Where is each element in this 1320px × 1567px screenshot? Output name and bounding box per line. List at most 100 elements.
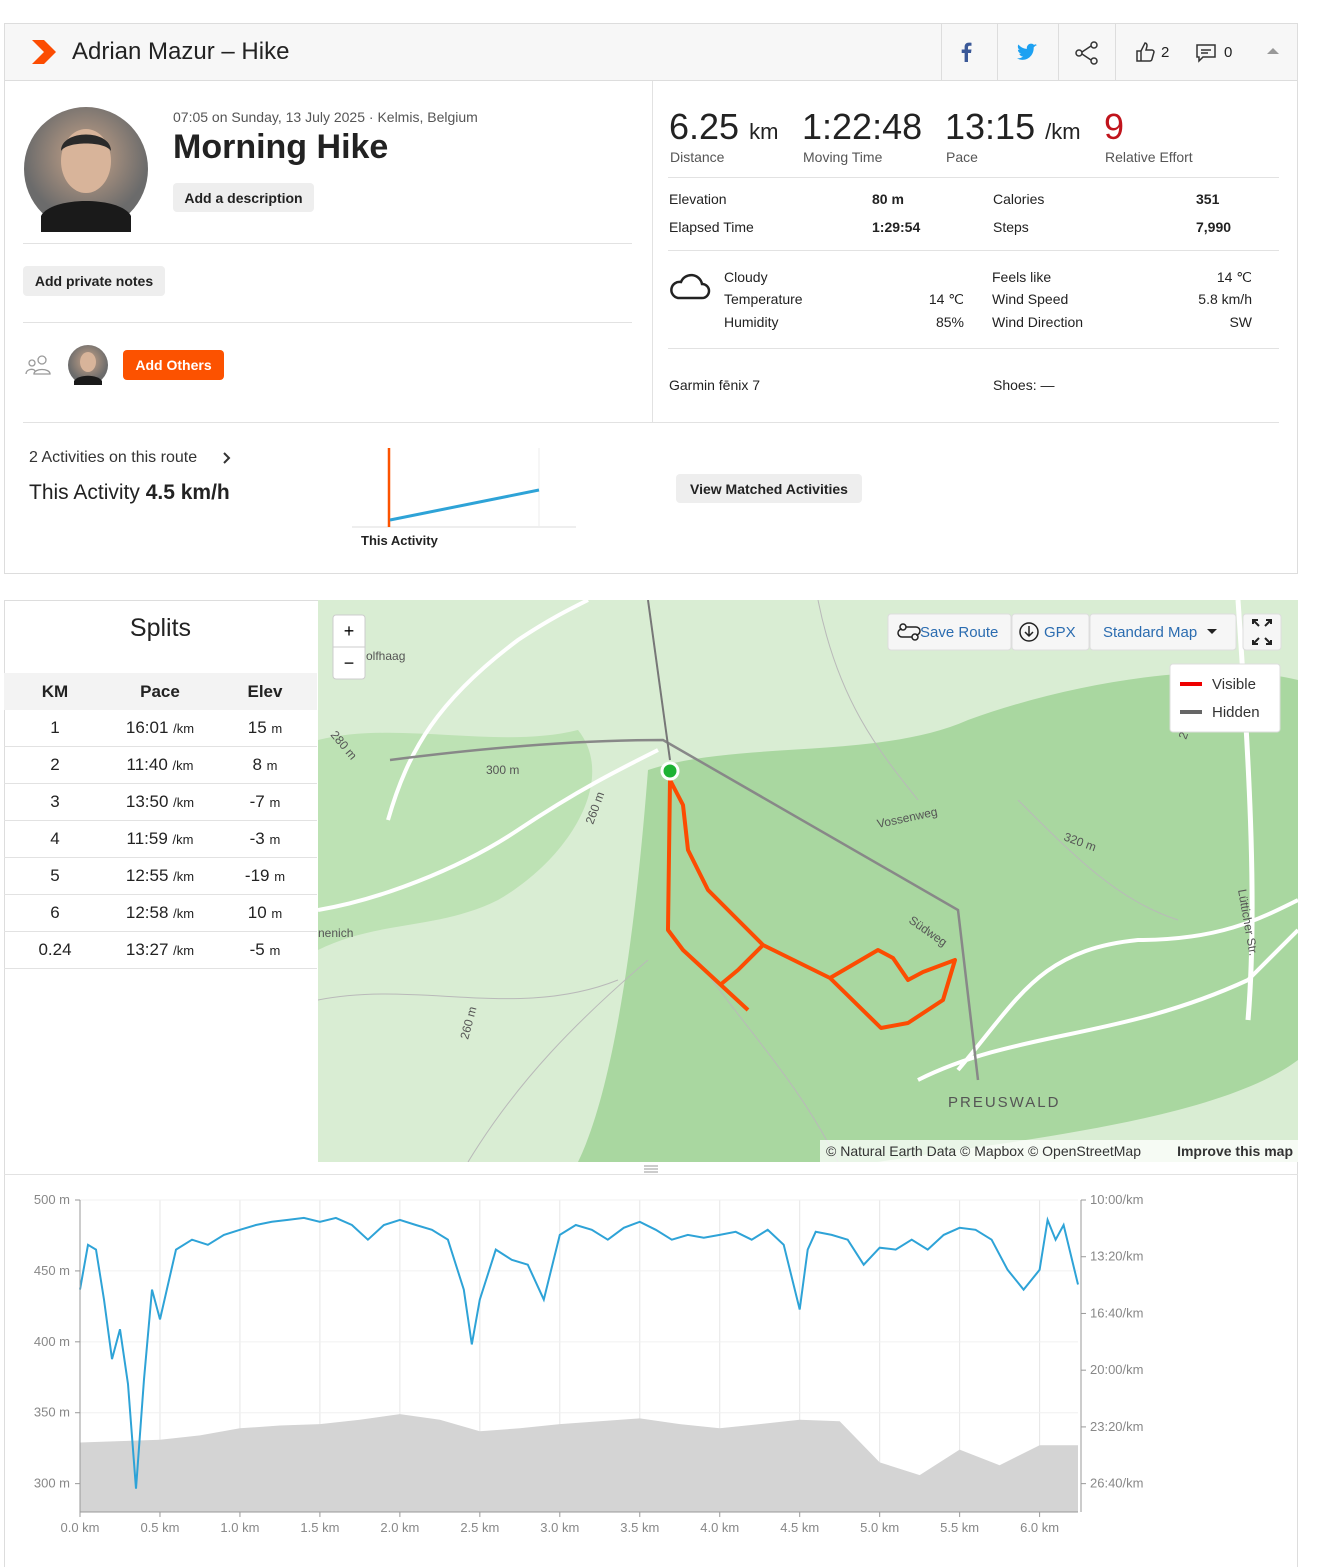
sep [941,24,942,80]
split-elev: 15 m [205,718,325,738]
map-label: nenich [318,926,353,940]
add-description-button[interactable]: Add a description [173,183,314,212]
stat-label: Moving Time [803,149,883,165]
split-elev: 10 m [205,903,325,923]
route-this: This Activity [29,481,140,504]
split-pace-value: 12:55 [125,866,169,885]
split-elev-unit: m [274,869,286,884]
split-elev-unit: m [271,906,283,921]
split-pace-value: 11:40 [126,755,168,774]
comment-count: 0 [1224,44,1233,61]
stat-value: 6.25 km [669,106,778,148]
facebook-icon[interactable] [955,40,979,64]
x-tick-label: 2.5 km [460,1520,499,1535]
x-tick-label: 6.0 km [1020,1520,1059,1535]
comment-icon[interactable] [1195,42,1217,64]
improve-map[interactable]: Improve this map [1177,1143,1293,1159]
split-elev-value: -3 [249,829,265,848]
divider [652,81,653,422]
weather-value: 14 ℃ [928,291,964,307]
map-label: olfhaag [366,649,405,663]
kudos-icon[interactable] [1134,41,1156,63]
x-tick-label: 5.5 km [940,1520,979,1535]
split-elev-unit: m [271,721,283,736]
x-tick-label: 3.0 km [540,1520,579,1535]
weather-value: 14 ℃ [1216,269,1252,285]
add-others-button[interactable]: Add Others [123,350,224,380]
stat-label: Elapsed Time [669,219,754,235]
split-pace-value: 12:58 [125,903,169,922]
split-pace-value: 13:50 [125,792,169,811]
split-elev-value: -5 [249,940,265,959]
map-style[interactable]: Standard Map [1103,624,1197,641]
gpx[interactable]: GPX [1044,624,1076,641]
y-tick-label: 450 m [34,1263,70,1278]
splits-header-cell: Elev [247,682,283,701]
attribution: © Natural Earth Data © Mapbox © OpenStre… [826,1143,1141,1159]
avatar [24,107,148,232]
route-count[interactable]: 2 Activities on this route [29,449,198,466]
route-speed-value: 4.5 km/h [145,481,230,504]
split-pace-value: 16:01 [125,718,169,737]
sep [1058,24,1059,80]
weather-value: 5.8 km/h [1198,291,1252,307]
divider [23,322,632,323]
splits-header-cell: KM [41,682,69,701]
y-tick-label: 350 m [34,1405,70,1420]
split-elev-value: 8 [252,755,262,774]
route-chart-label: This Activity [361,533,439,548]
y2-tick-label: 13:20/km [1090,1249,1143,1264]
athlete-avatar[interactable] [68,345,108,385]
split-row-line [4,857,317,858]
chevron [223,452,231,464]
save-route[interactable]: Save Route [920,624,998,641]
logo [32,40,56,64]
stat-unit: km [749,119,779,144]
split-row-line [4,820,317,821]
y2-tick-label: 10:00/km [1090,1192,1143,1207]
split-elev-value: -19 [244,866,270,885]
stat-number: 6.25 [669,106,740,147]
split-pace-unit: /km [173,869,195,884]
zoom-out[interactable]: − [344,653,355,673]
stat-value: 351 [1196,191,1220,207]
stat-label: Calories [993,191,1045,207]
twitter-icon[interactable] [1015,40,1039,64]
divider [23,243,632,244]
map-label: PREUSWALD [948,1094,1060,1111]
split-pace: 12:58 /km [100,903,220,923]
add-notes-button[interactable]: Add private notes [23,266,165,296]
device: Garmin fēnix 7 [669,377,761,393]
matched-button[interactable]: View Matched Activities [676,474,862,503]
divider [668,177,1279,178]
share-icon[interactable] [1074,40,1100,66]
y2-tick-label: 26:40/km [1090,1476,1143,1491]
x-tick-label: 0.0 km [60,1520,99,1535]
split-elev-unit: m [269,795,281,810]
stat-number: 13:15 [945,106,1036,147]
x-tick-label: 1.5 km [300,1520,339,1535]
x-tick-label: 2.0 km [380,1520,419,1535]
legend-visible: Visible [1212,676,1256,693]
split-elev: -5 m [205,940,325,960]
collapse-icon[interactable] [1266,46,1280,56]
x-tick-label: 4.0 km [700,1520,739,1535]
stat-value: 13:15 /km [945,106,1081,148]
zoom-control[interactable]: + − [332,614,366,680]
header-title: Adrian Mazur – Hike [72,38,290,65]
divider [668,348,1279,349]
x-tick-label: 0.5 km [140,1520,179,1535]
route-speed: This Activity 4.5 km/h [29,481,230,505]
splits-title: Splits [129,614,192,642]
zoom-in[interactable]: + [344,621,355,641]
y2-tick-label: 16:40/km [1090,1305,1143,1320]
weather-label: Wind Speed [992,291,1069,307]
sep [997,24,998,80]
resize-handle[interactable] [644,1165,658,1173]
split-pace: 12:55 /km [100,866,220,886]
split-pace-unit: /km [172,832,194,847]
y-tick-label: 500 m [34,1192,70,1207]
x-tick-label: 3.5 km [620,1520,659,1535]
